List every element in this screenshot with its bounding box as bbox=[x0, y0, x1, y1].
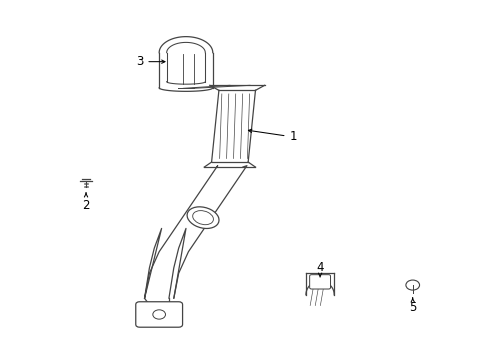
FancyBboxPatch shape bbox=[309, 275, 330, 289]
FancyBboxPatch shape bbox=[136, 302, 182, 327]
Ellipse shape bbox=[187, 207, 219, 229]
Text: 4: 4 bbox=[316, 261, 323, 277]
Text: 2: 2 bbox=[82, 193, 90, 212]
Text: 3: 3 bbox=[136, 55, 164, 68]
Text: 5: 5 bbox=[408, 298, 416, 314]
Text: 1: 1 bbox=[248, 129, 296, 144]
Ellipse shape bbox=[192, 211, 213, 225]
